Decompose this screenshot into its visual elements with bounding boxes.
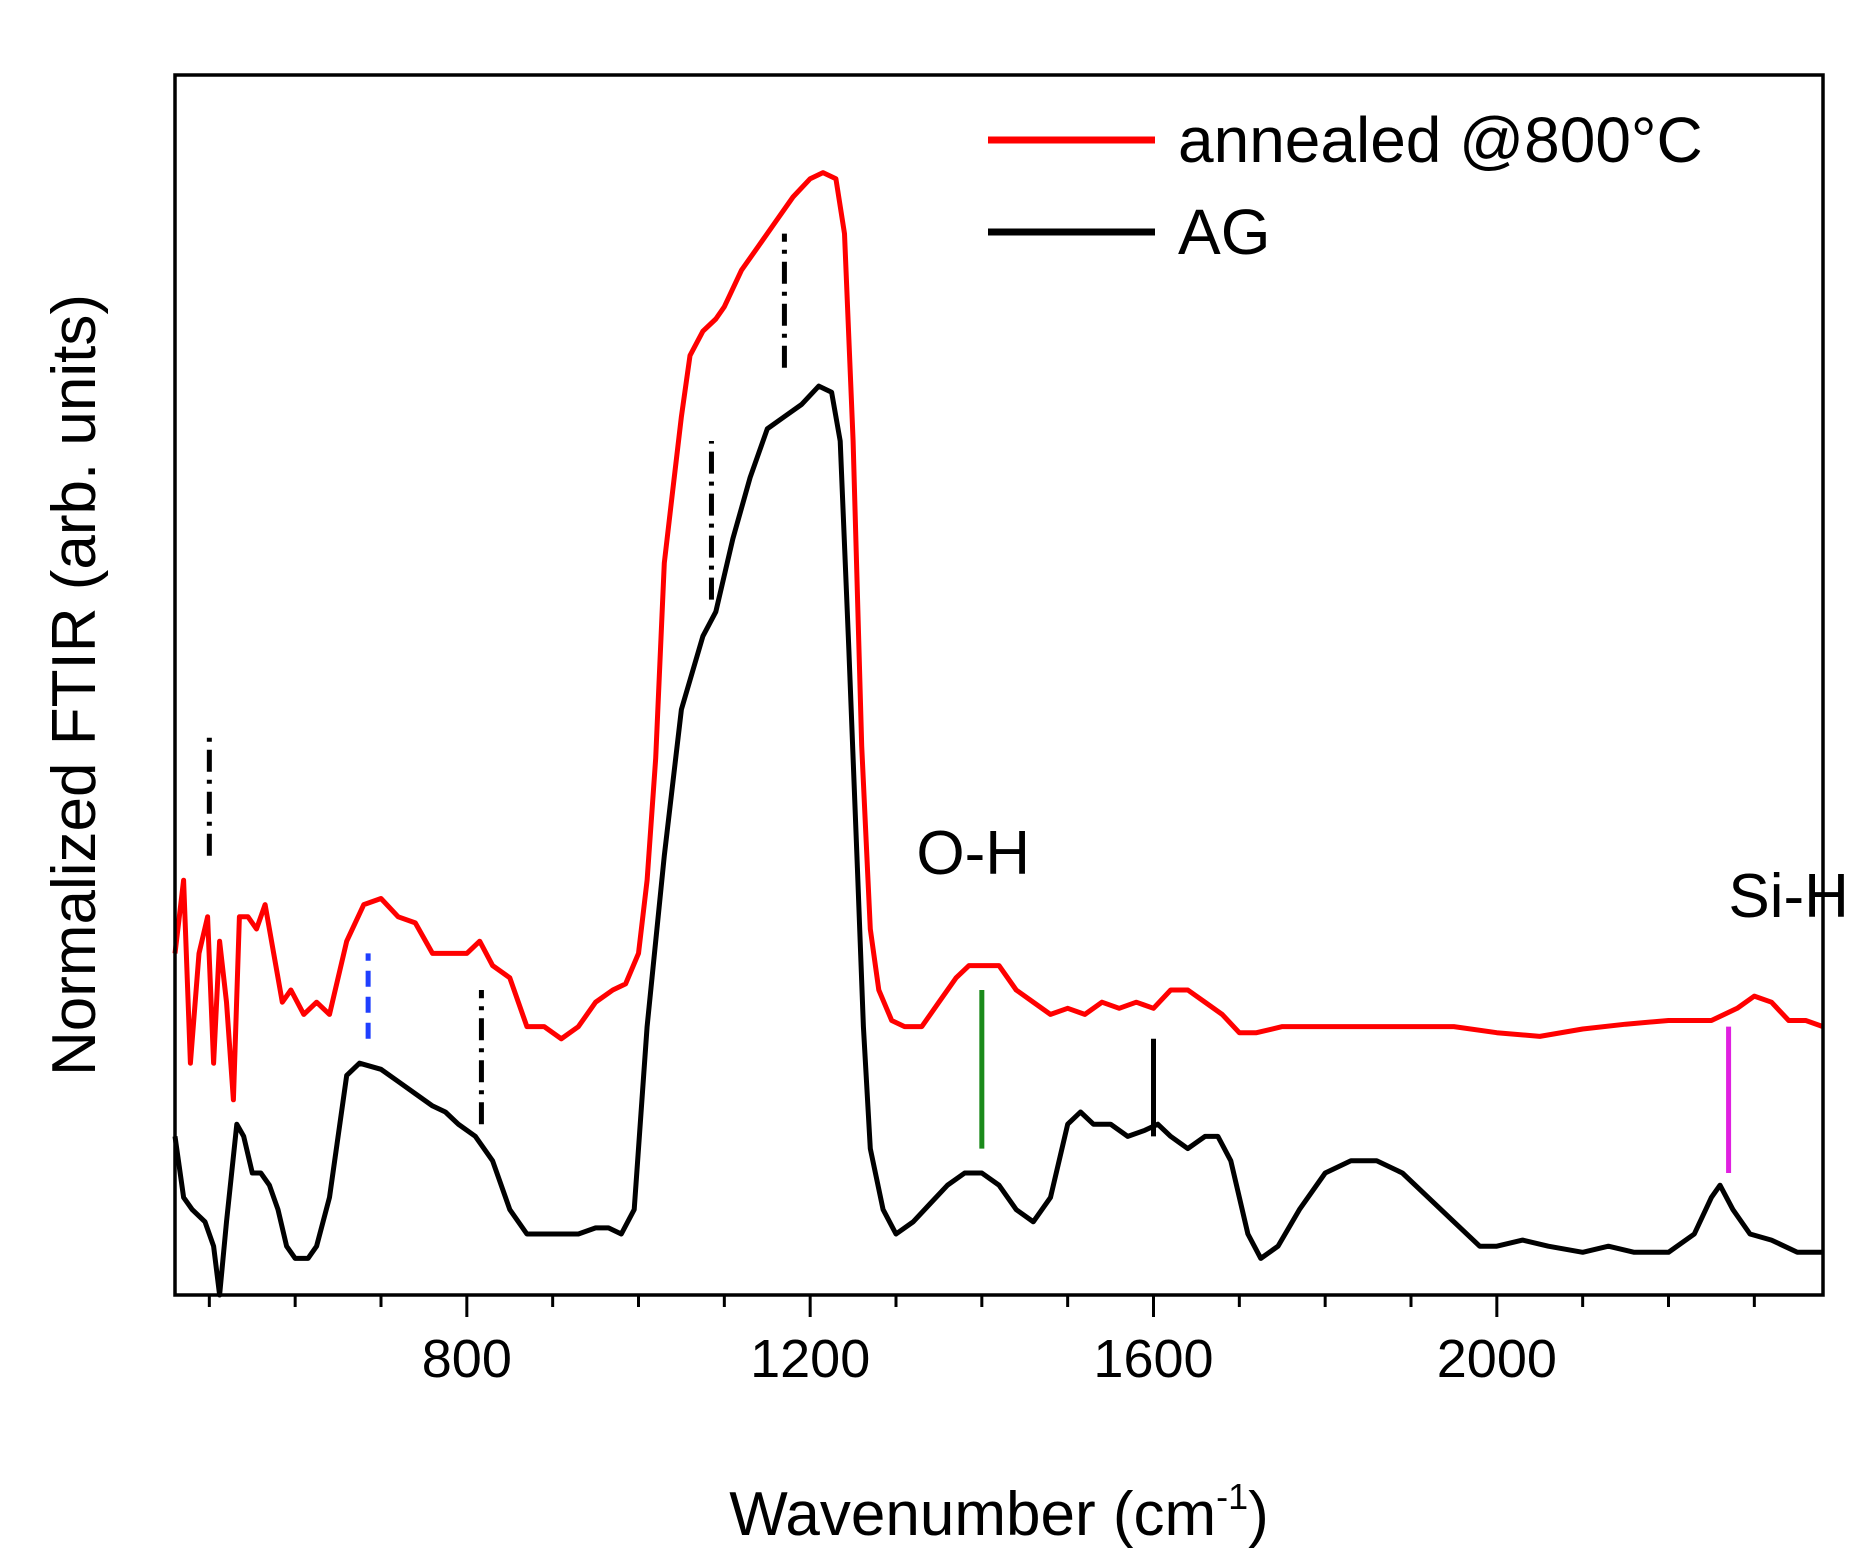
peak-markers: [206, 233, 1732, 1173]
x-axis-title-main: Wavenumber (cm: [729, 1480, 1216, 1549]
x-axis-title-suffix: ): [1248, 1480, 1269, 1549]
x-tick-label: 800: [422, 1329, 512, 1389]
x-tick-label: 1600: [1093, 1329, 1213, 1389]
y-axis-title: Normalized FTIR (arb. units): [40, 294, 109, 1076]
series-line-ag: [172, 383, 1823, 1298]
x-axis-title: Wavenumber (cm-1): [729, 1476, 1269, 1549]
legend-label-ag: AG: [1178, 196, 1270, 268]
plot-frame: [173, 73, 1825, 1297]
legend-label-annealed: annealed @800°C: [1178, 104, 1703, 176]
x-tick-label: 2000: [1437, 1329, 1557, 1389]
series-line-annealed: [172, 170, 1824, 1103]
legend: annealed @800°C AG: [988, 104, 1703, 268]
x-tick-label: 1200: [750, 1329, 870, 1389]
x-axis-ticks: 800 1200 1600 2000: [207, 1295, 1756, 1389]
annotation-oh: O-H: [916, 819, 1030, 888]
series-group: [172, 170, 1824, 1298]
x-axis-title-superscript: -1: [1216, 1476, 1248, 1517]
annotation-sih: Si-H: [1728, 862, 1849, 931]
